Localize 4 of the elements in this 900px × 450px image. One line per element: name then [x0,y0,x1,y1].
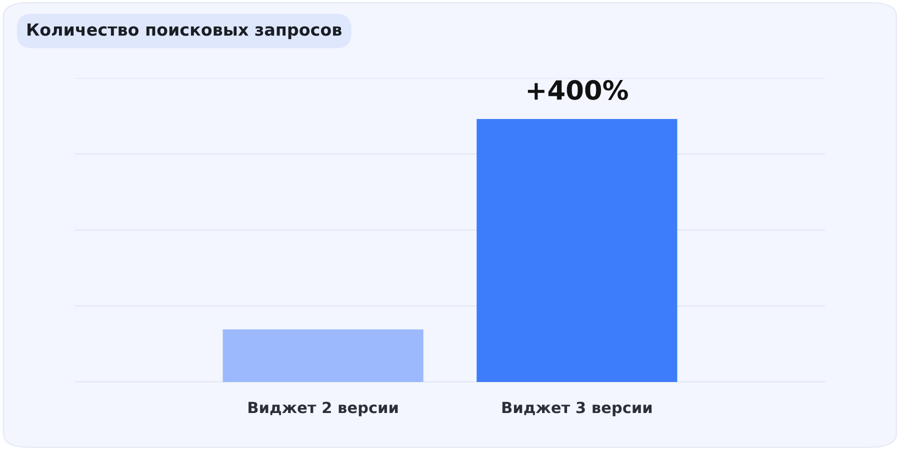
chart-title: Количество поисковых запросов [28,23,342,40]
x-tick-label: Виджет 2 версии [248,402,398,416]
annotation: +400% [528,80,628,100]
x-tick-label: Виджет 3 версии [502,402,652,416]
